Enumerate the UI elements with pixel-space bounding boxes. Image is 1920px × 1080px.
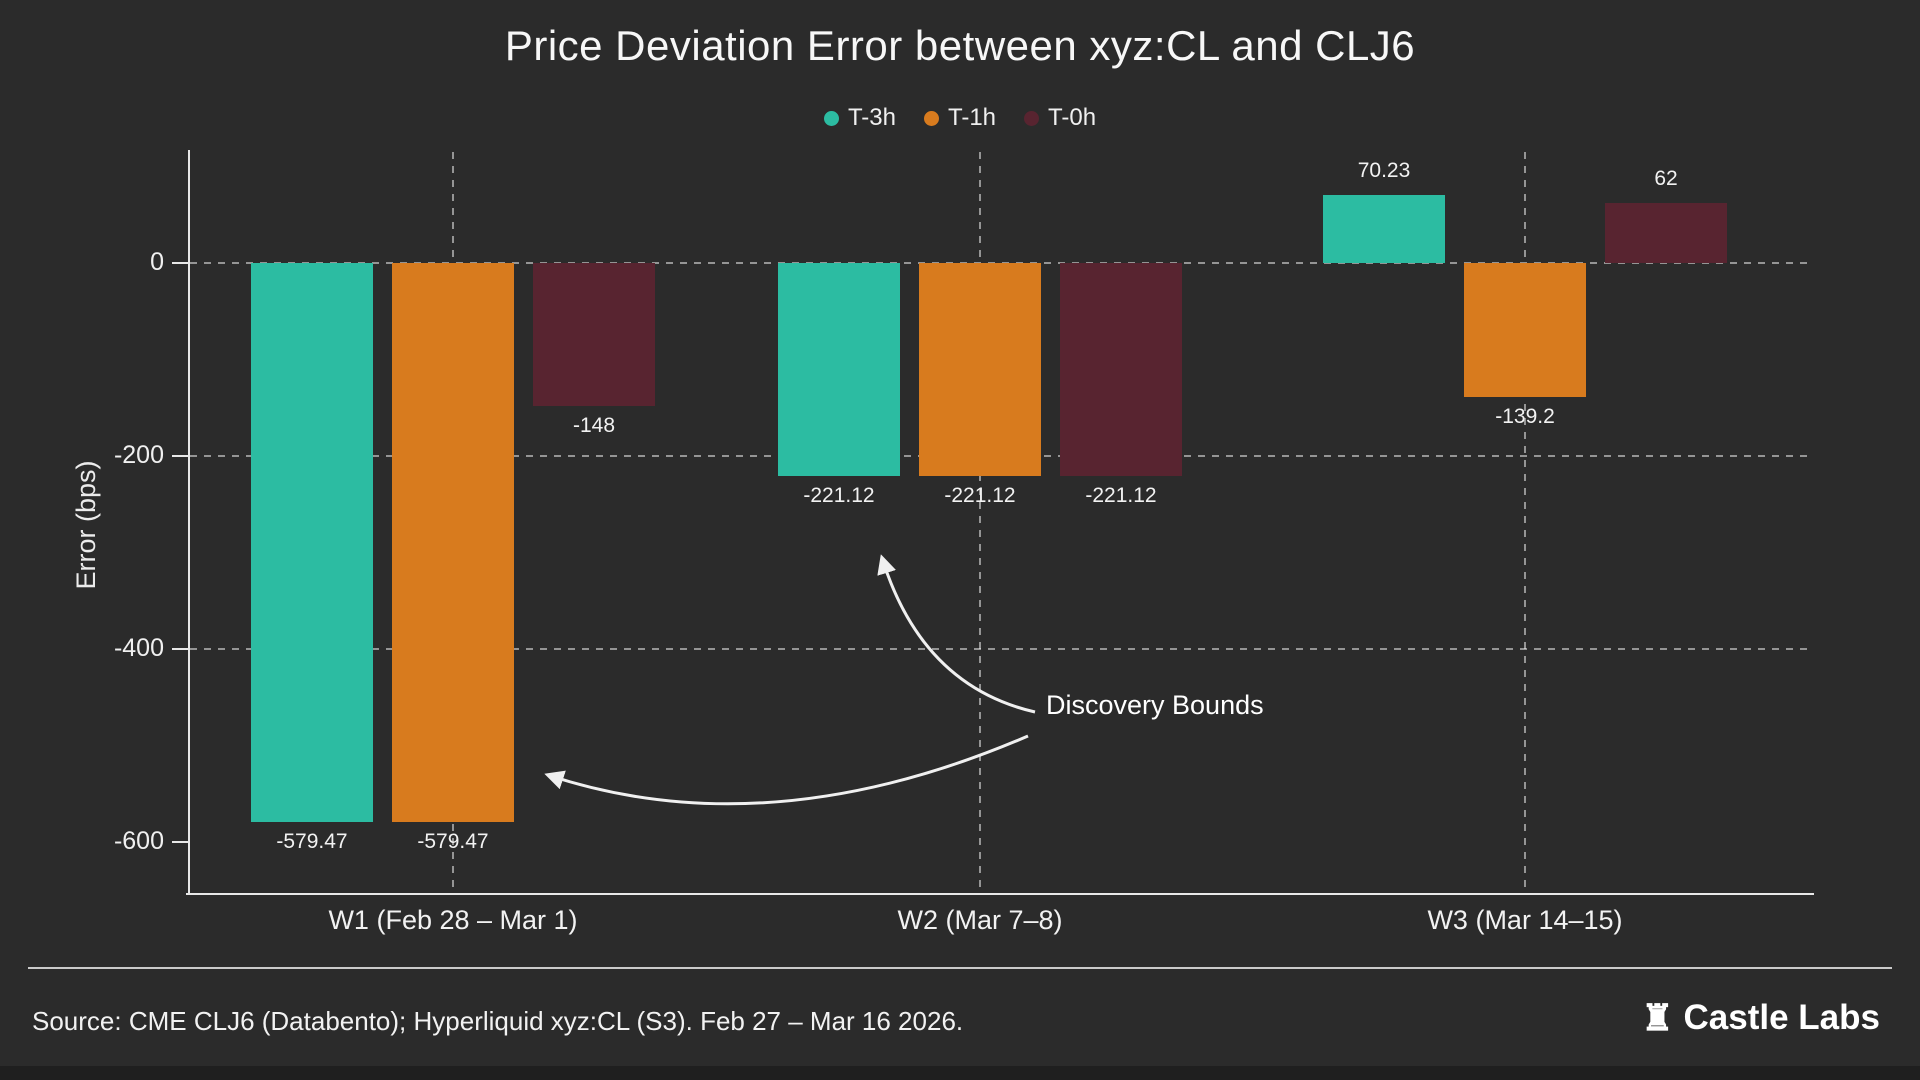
x-category-label: W3 (Mar 14–15) — [1427, 905, 1623, 935]
bar-value-label: -579.47 — [417, 830, 489, 854]
bar-t-1h-w3 — [1464, 263, 1586, 398]
vertical-gridline — [979, 152, 981, 893]
bar-t-3h-w1 — [251, 263, 373, 823]
vertical-gridline — [1524, 152, 1526, 893]
legend-label-t-3h: T-3h — [847, 104, 896, 131]
bar-value-label: 62 — [1654, 167, 1678, 191]
bar-t-3h-w2 — [778, 263, 900, 477]
y-tick-mark — [172, 455, 188, 457]
legend-swatch-t-1h-icon — [923, 110, 939, 126]
y-tick-label: -400 — [113, 634, 164, 662]
y-tick-mark — [172, 841, 188, 843]
bar-t-0h-w1 — [533, 263, 655, 406]
chart-title: Price Deviation Error between xyz:CL and… — [504, 22, 1416, 69]
y-tick-label: 0 — [150, 248, 164, 276]
legend-item-t-1h: T-1h — [923, 104, 997, 132]
legend-label-t-1h: T-1h — [947, 104, 997, 131]
legend: T-3h T-1h T-0h — [0, 104, 1920, 132]
y-tick-label: -200 — [113, 441, 164, 469]
bar-value-label: -221.12 — [944, 484, 1016, 508]
bar-t-0h-w2 — [1060, 263, 1182, 477]
x-category-label: W2 (Mar 7–8) — [897, 905, 1063, 935]
legend-swatch-t-3h-icon — [823, 110, 839, 126]
bar-t-3h-w3 — [1323, 195, 1445, 263]
source-text: Source: CME CLJ6 (Databento); Hyperliqui… — [32, 1006, 964, 1036]
bottom-edge — [0, 1066, 1920, 1080]
legend-label-t-0h: T-0h — [1048, 104, 1097, 131]
y-axis-line — [188, 150, 190, 895]
y-tick-label: -600 — [113, 827, 164, 855]
bar-value-label: 70.23 — [1357, 159, 1411, 183]
bar-value-label: -221.12 — [803, 484, 875, 508]
x-axis-line — [186, 893, 1814, 895]
legend-swatch-t-0h-icon — [1024, 110, 1040, 126]
castle-icon: ♜ — [1641, 997, 1674, 1038]
bar-value-label: -221.12 — [1085, 484, 1157, 508]
y-tick-mark — [172, 262, 188, 264]
bar-t-1h-w1 — [392, 263, 514, 823]
bar-t-1h-w2 — [919, 263, 1041, 477]
legend-item-t-3h: T-3h — [823, 104, 896, 132]
legend-item-t-0h: T-0h — [1024, 104, 1096, 132]
bar-t-0h-w3 — [1605, 203, 1727, 263]
bar-value-label: -139.2 — [1495, 405, 1555, 429]
bar-value-label: -148 — [572, 413, 616, 437]
brand-logo: ♜ Castle Labs — [1641, 998, 1880, 1038]
brand-name: Castle Labs — [1683, 998, 1880, 1037]
bar-value-label: -579.47 — [276, 830, 348, 854]
x-category-label: W1 (Feb 28 – Mar 1) — [328, 905, 578, 935]
annotation-discovery-bounds: Discovery Bounds — [1046, 690, 1264, 720]
footer-divider — [28, 967, 1892, 969]
y-tick-mark — [172, 648, 188, 650]
